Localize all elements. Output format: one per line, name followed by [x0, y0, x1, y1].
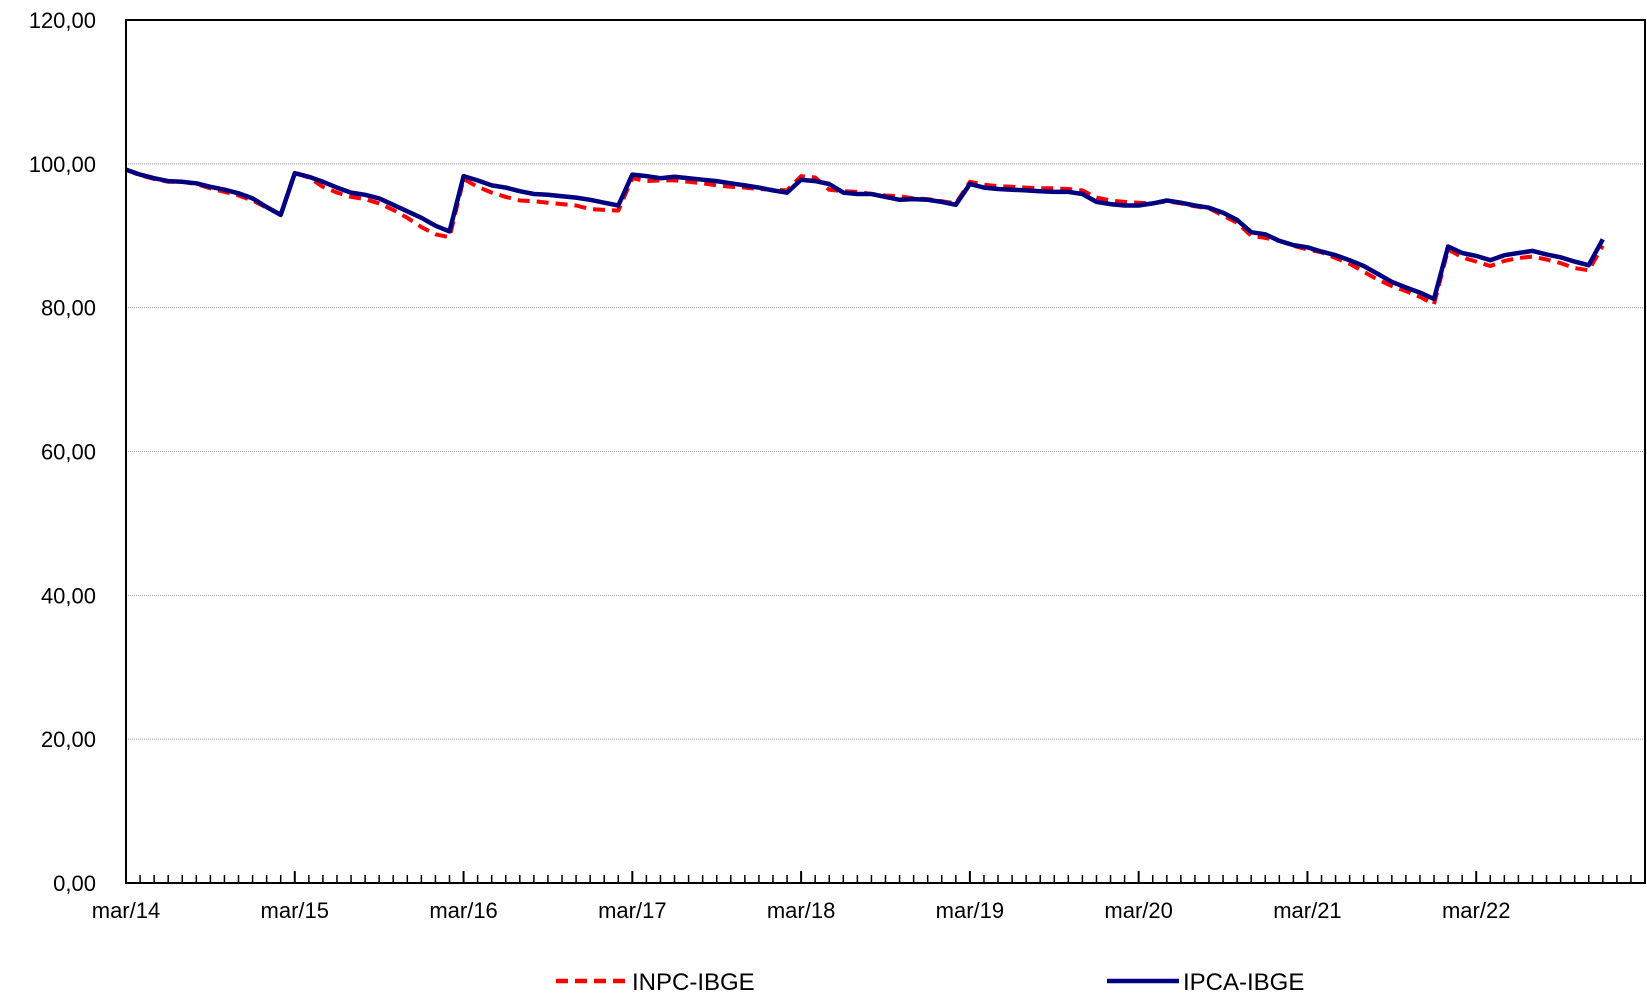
- y-tick-label: 20,00: [41, 727, 96, 752]
- x-tick-label: mar/15: [261, 898, 329, 923]
- x-tick-label: mar/22: [1442, 898, 1510, 923]
- x-tick-label: mar/20: [1104, 898, 1172, 923]
- y-tick-label: 0,00: [53, 871, 96, 896]
- legend: INPC-IBGE IPCA-IBGE: [556, 969, 1304, 996]
- y-tick-label: 80,00: [41, 296, 96, 321]
- y-tick-label: 100,00: [29, 152, 96, 177]
- x-tick-label: mar/16: [429, 898, 497, 923]
- legend-label-ipca-ibge: IPCA-IBGE: [1183, 969, 1304, 996]
- y-tick-label: 120,00: [29, 8, 96, 33]
- y-tick-label: 40,00: [41, 583, 96, 608]
- y-tick-label: 60,00: [41, 440, 96, 465]
- legend-label-inpc-ibge: INPC-IBGE: [632, 969, 755, 996]
- series-line-ipca-ibge: [125, 167, 1605, 302]
- x-tick-label: mar/18: [767, 898, 835, 923]
- x-axis-labels: mar/14 mar/15 mar/16 mar/17 mar/18 mar/19 mar/…: [92, 898, 1511, 923]
- x-tick-label: mar/17: [598, 898, 666, 923]
- x-tick-label: mar/19: [936, 898, 1004, 923]
- plot-area-frame: [125, 19, 1646, 884]
- x-tick-label: mar/14: [92, 898, 160, 923]
- x-tick-label: mar/21: [1273, 898, 1341, 923]
- x-axis-ticks: [125, 871, 1646, 883]
- series-lines: [125, 167, 1605, 307]
- gridlines: [126, 163, 1645, 740]
- y-axis-labels: 0,00 20,00 40,00 60,00 80,00 100,00 120,00: [29, 8, 96, 896]
